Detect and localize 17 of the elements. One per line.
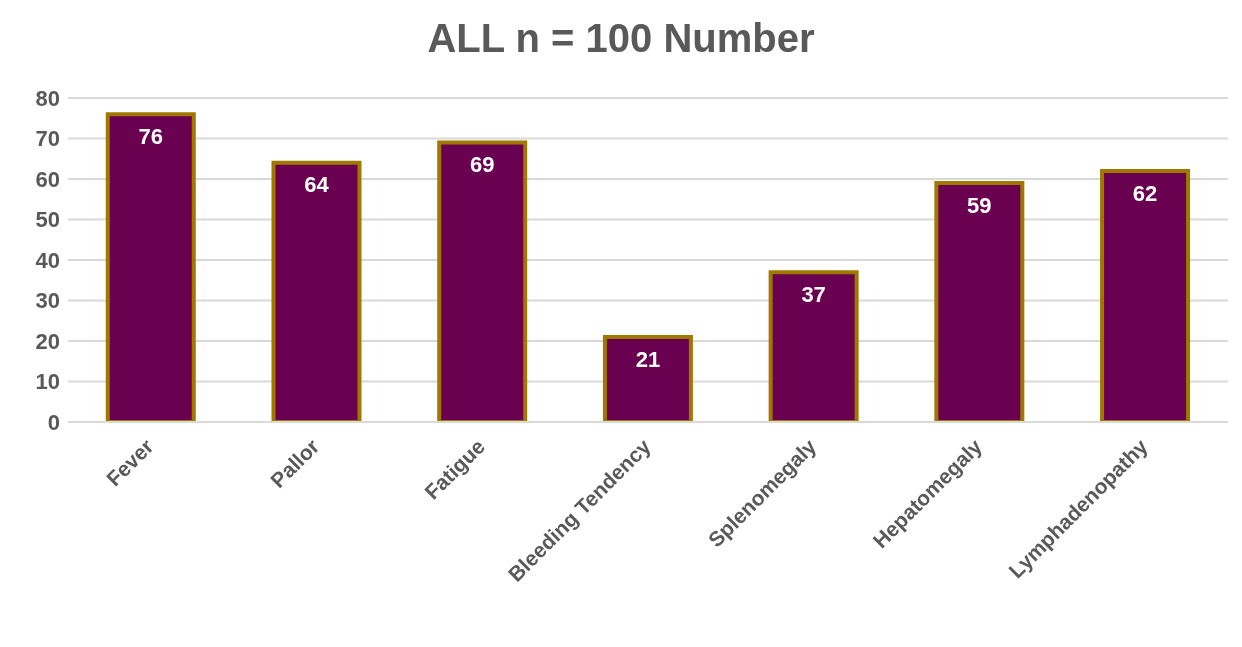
y-tick-label: 60 bbox=[35, 166, 60, 192]
data-label: 69 bbox=[469, 152, 495, 178]
y-tick-label: 80 bbox=[35, 85, 60, 111]
y-tick-label: 40 bbox=[35, 247, 60, 273]
data-label: 59 bbox=[967, 192, 992, 218]
data-label: 64 bbox=[304, 172, 330, 198]
chart-title: ALL n = 100 Number bbox=[426, 15, 816, 62]
data-label: 37 bbox=[801, 281, 826, 307]
data-label: 62 bbox=[1132, 180, 1158, 206]
y-tick-label: 0 bbox=[47, 409, 60, 435]
y-tick-label: 20 bbox=[35, 328, 60, 354]
data-label: 76 bbox=[138, 123, 164, 149]
data-label: 21 bbox=[635, 346, 661, 372]
y-tick-label: 10 bbox=[35, 369, 60, 395]
y-tick-label: 30 bbox=[35, 288, 60, 314]
y-tick-label: 50 bbox=[35, 207, 60, 233]
y-tick-label: 70 bbox=[35, 126, 60, 152]
